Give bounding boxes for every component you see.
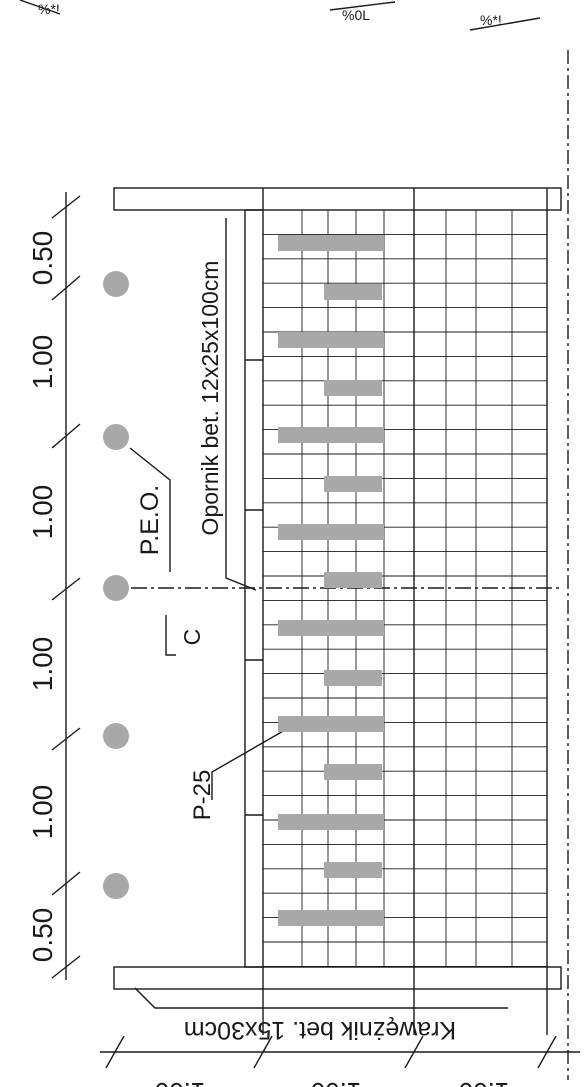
opornik-label: Opornik bet. 12x25x100cm	[197, 261, 223, 536]
peo-leader	[129, 447, 171, 572]
top-hatch-left	[19, 0, 61, 15]
kraweznik-label: Krawężnik bet. 15x30cm	[184, 1016, 456, 1044]
dim-value-6: 0.50	[27, 908, 58, 963]
dim-value-1: 0.50	[27, 231, 58, 286]
paving-stone-bar	[278, 814, 384, 830]
peo-label: P.E.O.	[136, 485, 164, 555]
bottom-dimension-ticks	[105, 1035, 557, 1069]
kerb-top	[113, 187, 562, 211]
top-slope-3: %*!	[480, 12, 502, 28]
peo-point	[103, 271, 129, 297]
top-hatch-mid	[329, 1, 396, 11]
p25-label: P-25	[189, 770, 216, 821]
paving-stone-bar	[324, 670, 382, 686]
peo-point	[103, 873, 129, 899]
peo-points	[103, 271, 129, 899]
paving-stone-bar	[278, 524, 384, 540]
paving-stone-bar	[278, 332, 384, 348]
paving-stone-bar	[324, 284, 382, 300]
paving-stone-bar	[324, 476, 382, 492]
paving-stone-bar	[278, 427, 384, 443]
dim-value-5: 1.00	[27, 785, 58, 840]
dimension-ticks	[51, 195, 81, 979]
paving-stone-bar	[278, 620, 384, 636]
dim-value-4: 1.00	[27, 637, 58, 692]
bottom-dim-2: 1.00	[311, 1077, 362, 1087]
paving-stone-bar	[324, 862, 382, 878]
paving-stone-bar	[324, 764, 382, 780]
top-slope-1: %*!	[38, 1, 60, 17]
opornik-segments	[245, 359, 263, 816]
p25-leader	[211, 729, 286, 800]
peo-point	[103, 575, 129, 601]
structure-lines	[19, 0, 580, 1080]
paving-stone-bar	[278, 235, 384, 251]
top-slope-2: %0L	[342, 7, 370, 23]
section-mark	[165, 615, 176, 656]
peo-point	[103, 723, 129, 749]
paving-stone-bar	[324, 380, 382, 396]
dim-value-3: 1.00	[27, 485, 58, 540]
paving-stone-bar	[278, 910, 384, 926]
kraweznik-leader	[134, 987, 508, 1009]
dim-value-2: 1.00	[27, 335, 58, 390]
top-hatch-right	[469, 17, 541, 31]
bottom-dim-3: 1.00	[459, 1077, 510, 1087]
peo-point	[103, 424, 129, 450]
bottom-dimension-values: 1.00 1.00 1.00	[155, 1077, 510, 1087]
kerb-bottom	[113, 966, 562, 990]
dimension-values: 0.50 1.00 1.00 1.00 1.00 0.50	[27, 231, 58, 963]
paving-stones	[278, 235, 384, 926]
bottom-dim-1: 1.00	[155, 1077, 206, 1087]
paving-stone-bar	[324, 572, 382, 588]
section-label: C	[179, 629, 205, 646]
paving-stone-bar	[278, 716, 384, 732]
opornik-leader	[225, 218, 257, 591]
